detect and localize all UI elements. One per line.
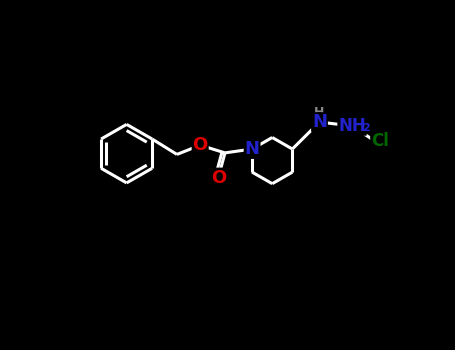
Text: H: H: [313, 106, 324, 119]
Text: N: N: [312, 113, 327, 131]
Text: Cl: Cl: [371, 132, 389, 150]
Text: O: O: [192, 136, 208, 154]
Text: O: O: [211, 168, 227, 187]
Text: NH: NH: [338, 117, 366, 135]
Text: N: N: [245, 140, 260, 158]
Text: 2: 2: [362, 123, 370, 133]
